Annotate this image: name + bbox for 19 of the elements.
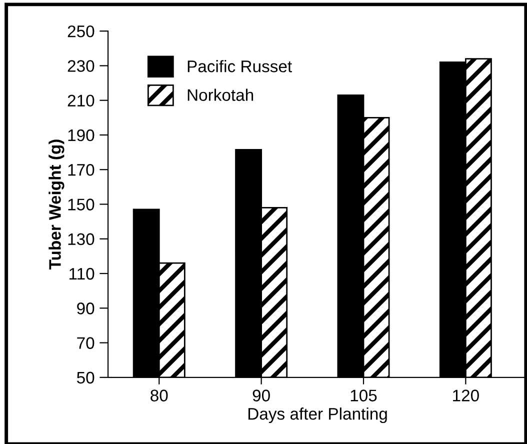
y-tick-label: 130 [68, 233, 94, 246]
x-tick-label: 80 [150, 390, 168, 402]
y-tick-label: 210 [68, 94, 94, 107]
y-tick-label: 250 [68, 25, 94, 38]
x-tick-label: 120 [453, 390, 479, 402]
y-tick-label: 150 [68, 198, 94, 210]
y-tick-label: 90 [77, 302, 94, 314]
y-tick-label: 190 [68, 129, 94, 142]
y-tick-label: 110 [70, 268, 94, 280]
y-tick-label: 230 [68, 60, 94, 72]
x-tick-label: 90 [252, 390, 270, 402]
legend-label: Pacific Russet [188, 60, 292, 72]
x-tick-label: 105 [350, 390, 377, 402]
y-tick-label: 170 [68, 164, 94, 176]
y-axis-title: Tuber Weight (g) [48, 140, 64, 270]
y-tick-label: 70 [77, 337, 94, 349]
y-tick-label: 50 [76, 372, 94, 384]
legend-label: Norkotah [188, 88, 254, 101]
x-axis-title: Days after Planting [248, 408, 387, 424]
